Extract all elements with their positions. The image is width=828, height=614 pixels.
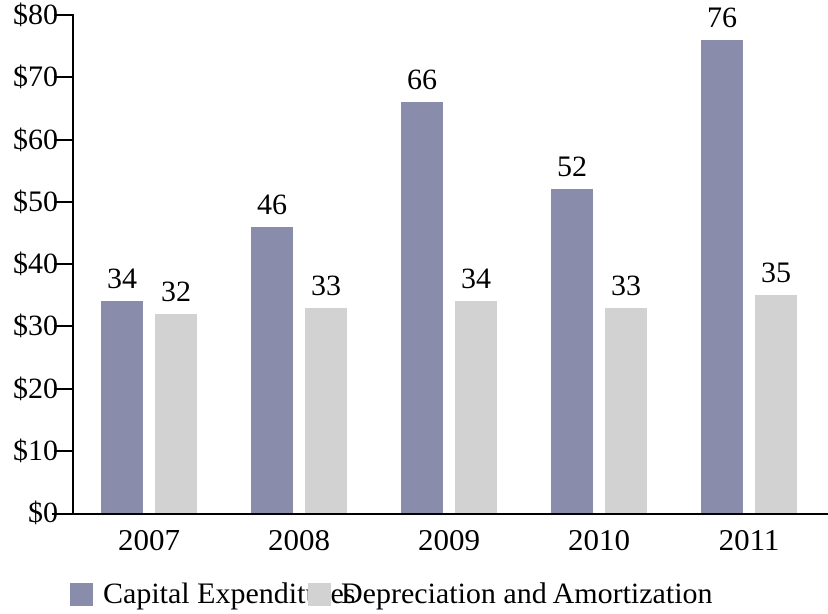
legend-swatch xyxy=(70,582,93,606)
y-tick-mark xyxy=(54,200,72,203)
bar-depreciation-and-amortization xyxy=(155,314,197,513)
bar-depreciation-and-amortization xyxy=(605,308,647,513)
y-axis-line xyxy=(72,14,74,515)
y-tick-label: $0 xyxy=(28,496,58,529)
y-tick-label: $70 xyxy=(13,60,58,94)
bar-value-label: 33 xyxy=(611,269,641,302)
bar-capital-expenditures xyxy=(251,227,293,513)
y-tick-label: $30 xyxy=(13,309,58,343)
y-tick-mark xyxy=(54,138,72,141)
y-tick-label: $40 xyxy=(13,247,58,280)
x-tick-label: 2011 xyxy=(718,522,780,557)
bar-depreciation-and-amortization xyxy=(305,308,347,513)
y-tick-label: $60 xyxy=(13,122,58,156)
y-tick-mark xyxy=(54,14,72,16)
bar-value-label: 34 xyxy=(461,262,491,295)
x-axis-line xyxy=(52,513,828,515)
bar-value-label: 32 xyxy=(161,275,191,308)
y-tick-mark xyxy=(54,263,72,265)
bar-capital-expenditures xyxy=(551,189,593,513)
bar-value-label: 76 xyxy=(707,1,737,34)
y-tick-label: $10 xyxy=(13,433,58,467)
bar-value-label: 66 xyxy=(407,63,437,96)
bar-value-label: 46 xyxy=(257,188,287,221)
legend-swatch xyxy=(308,582,331,606)
y-tick-label: $80 xyxy=(13,0,58,31)
y-tick-mark xyxy=(54,387,72,390)
bar-value-label: 52 xyxy=(557,150,587,183)
bar-value-label: 34 xyxy=(107,262,137,295)
bar-value-label: 33 xyxy=(311,269,341,302)
bar-capital-expenditures xyxy=(701,40,743,513)
x-tick-label: 2007 xyxy=(118,522,180,557)
x-tick-label: 2010 xyxy=(568,522,630,557)
legend-label: Depreciation and Amortization xyxy=(341,577,713,610)
bar-capital-expenditures xyxy=(101,301,143,513)
y-tick-label: $50 xyxy=(13,184,58,218)
bar-depreciation-and-amortization xyxy=(755,295,797,513)
y-tick-mark xyxy=(54,325,72,328)
bar-value-label: 35 xyxy=(761,256,791,289)
y-tick-mark xyxy=(54,76,72,79)
bar-depreciation-and-amortization xyxy=(455,301,497,513)
x-tick-label: 2008 xyxy=(268,522,330,557)
x-tick-label: 2009 xyxy=(418,522,480,557)
y-tick-mark xyxy=(54,449,72,452)
legend-item: Depreciation and Amortization xyxy=(308,577,713,610)
y-tick-label: $20 xyxy=(13,371,58,405)
bar-capital-expenditures xyxy=(401,102,443,513)
